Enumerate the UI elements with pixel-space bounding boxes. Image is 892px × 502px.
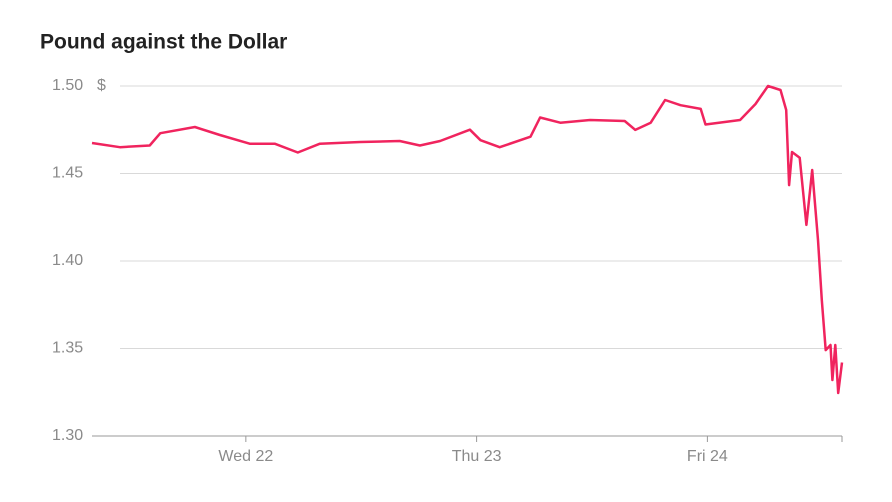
line	[91, 84, 844, 395]
y-tick-label: 1.40	[52, 252, 83, 269]
y-tick-label: 1.30	[52, 427, 83, 444]
y-tick-label: 1.45	[52, 165, 83, 182]
chart-title: Pound against the Dollar	[40, 31, 287, 54]
x-tick-label: Wed 22	[218, 448, 273, 465]
y-tick-label: 1.50	[52, 77, 83, 94]
y-tick-label: 1.35	[52, 340, 83, 357]
x-tick-label: Thu 23	[452, 448, 502, 465]
y-unit: $	[97, 77, 106, 94]
x-tick-label: Fri 24	[687, 448, 728, 465]
